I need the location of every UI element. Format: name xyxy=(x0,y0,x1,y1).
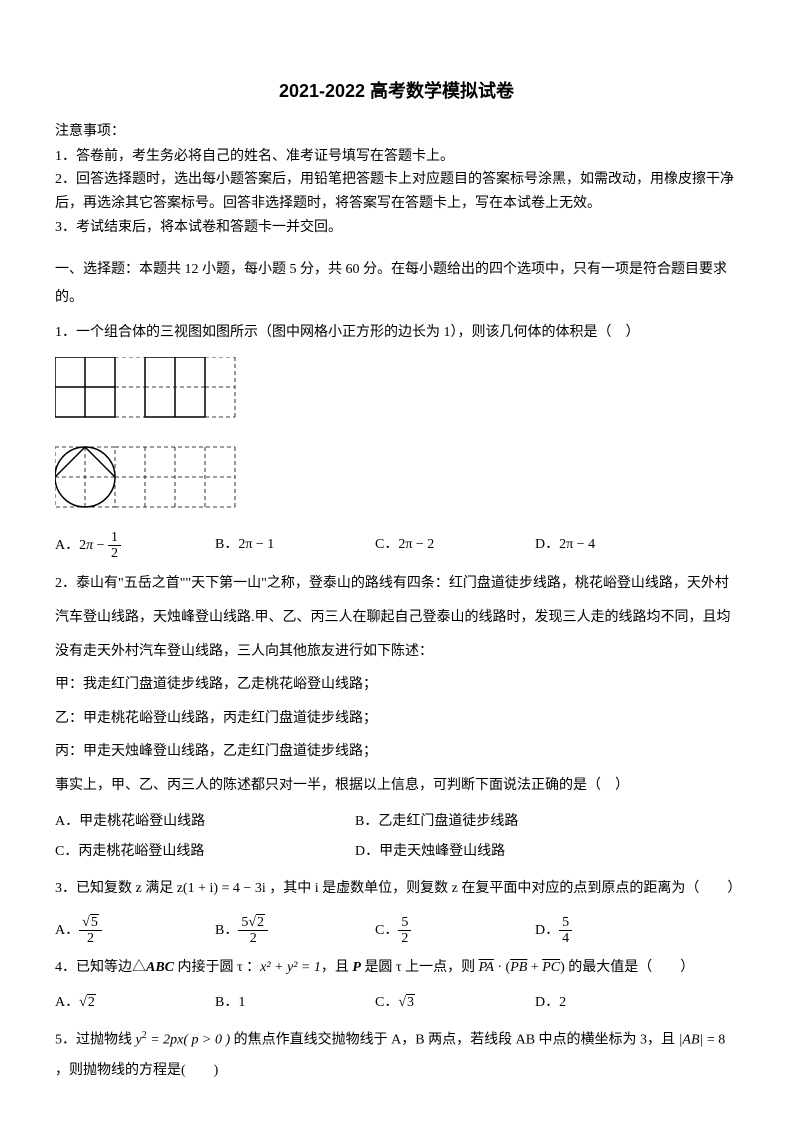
q4-dot: · ( xyxy=(494,960,510,975)
q2-line-jia: 甲：我走红门盘道徒步线路，乙走桃花峪登山线路； xyxy=(55,668,738,702)
question-3: 3．已知复数 z 满足 z(1 + i) = 4 − 3i ，其中 i 是虚数单… xyxy=(55,874,738,947)
q2-options: A．甲走桃花峪登山线路 B．乙走红门盘道徒步线路 C．丙走桃花峪登山线路 D．甲… xyxy=(55,807,738,869)
section-1-heading: 一、选择题：本题共 12 小题，每小题 5 分，共 60 分。在每小题给出的四个… xyxy=(55,256,738,312)
q3-option-b: B．522 xyxy=(215,915,375,947)
q4-vec-pc: PC xyxy=(542,960,560,975)
q2-line-yi: 乙：甲走桃花峪登山线路，丙走红门盘道徒步线路； xyxy=(55,702,738,736)
q4-mid2: ，且 xyxy=(321,960,353,975)
q1-option-a: A．2π − 12 xyxy=(55,530,215,562)
q1-optA-label: A． xyxy=(55,538,79,553)
q2-option-c: C．丙走桃花峪登山线路 xyxy=(55,837,355,868)
q4-eq: x² + y² = 1 xyxy=(260,960,321,975)
q3-optC-label: C． xyxy=(375,923,398,938)
q2-line-bing: 丙：甲走天烛峰登山线路，乙走红门盘道徒步线路； xyxy=(55,735,738,769)
q4-option-c: C． 3 xyxy=(375,988,535,1019)
q4-option-b: B．1 xyxy=(215,988,375,1019)
q2-stem2: 事实上，甲、乙、丙三人的陈述都只对一半，根据以上信息，可判断下面说法正确的是（ … xyxy=(55,769,738,803)
q4-mid1: 内接于圆 τ ： xyxy=(174,960,260,975)
page-title: 2021-2022 高考数学模拟试卷 xyxy=(55,75,738,107)
question-2: 2．泰山有"五岳之首""天下第一山"之称，登泰山的路线有四条：红门盘道徒步线路，… xyxy=(55,567,738,868)
q1-options: A．2π − 12 B．2π − 1 C．2π − 2 D．2π − 4 xyxy=(55,530,738,562)
notice-line-1: 1．答卷前，考生务必将自己的姓名、准考证号填写在答题卡上。 xyxy=(55,145,738,169)
q4-optA-label: A． xyxy=(55,995,79,1010)
q3-optB-sqrt: 2 xyxy=(256,914,265,930)
q5-mid: 的焦点作直线交抛物线于 A，B 两点，若线段 AB 中点的横坐标为 3，且 xyxy=(230,1032,678,1047)
q3-option-a: A． 52 xyxy=(55,915,215,947)
q3-optC-num: 5 xyxy=(398,915,411,931)
q1-option-b: B．2π − 1 xyxy=(215,530,375,562)
q1-option-d: D．2π − 4 xyxy=(535,530,695,562)
q3-optA-den: 2 xyxy=(79,931,102,946)
q3-optC-den: 2 xyxy=(398,931,411,946)
q4-stem-pre: 4．已知等边△ xyxy=(55,960,146,975)
q4-optC-label: C． xyxy=(375,995,398,1010)
q3-optB-den: 2 xyxy=(238,931,268,946)
q4-optA-sqrt: 2 xyxy=(87,994,96,1010)
q1-option-c: C．2π − 2 xyxy=(375,530,535,562)
q1-optA-den: 2 xyxy=(108,546,121,561)
q4-mid3: 是圆 τ 上一点，则 xyxy=(361,960,479,975)
q3-optB-label: B． xyxy=(215,923,238,938)
notice-line-2: 2．回答选择题时，选出每小题答案后，用铅笔把答题卡上对应题目的答案标号涂黑，如需… xyxy=(55,168,738,216)
question-1: 1．一个组合体的三视图如图所示（图中网格小正方形的边长为 1），则该几何体的体积… xyxy=(55,318,738,562)
q1-optA-num: 1 xyxy=(108,530,121,546)
q3-stem: 3．已知复数 z 满足 z(1 + i) = 4 − 3i ，其中 i 是虚数单… xyxy=(55,874,738,905)
question-4: 4．已知等边△ABC 内接于圆 τ ：x² + y² = 1，且 P 是圆 τ … xyxy=(55,953,738,1019)
q3-option-c: C．52 xyxy=(375,915,535,947)
q3-optA-sqrt: 5 xyxy=(90,914,99,930)
q5-eq-rest: = 2px( p > 0 ) xyxy=(147,1032,230,1047)
q4-options: A． 2 B．1 C． 3 D．2 xyxy=(55,988,738,1019)
q3-options: A．52 B．522 C．52 D．54 xyxy=(55,915,738,947)
three-view-diagram xyxy=(55,357,265,522)
q3-optB-coef: 5 xyxy=(241,915,248,930)
q4-option-a: A． 2 xyxy=(55,988,215,1019)
q2-stem1: 2．泰山有"五岳之首""天下第一山"之称，登泰山的路线有四条：红门盘道徒步线路，… xyxy=(55,567,738,668)
q4-p: P xyxy=(352,960,361,975)
q2-option-d: D．甲走天烛峰登山线路 xyxy=(355,837,655,868)
q4-optC-sqrt: 3 xyxy=(406,994,415,1010)
q3-option-d: D．54 xyxy=(535,915,695,947)
q4-end: ) 的最大值是（ ） xyxy=(560,960,694,975)
q2-option-b: B．乙走红门盘道徒步线路 xyxy=(355,807,655,838)
q2-option-a: A．甲走桃花峪登山线路 xyxy=(55,807,355,838)
q4-option-d: D．2 xyxy=(535,988,695,1019)
q3-optD-den: 4 xyxy=(559,931,572,946)
q4-abc: ABC xyxy=(146,960,174,975)
notice-heading: 注意事项： xyxy=(55,119,738,144)
q3-optA-label: A． xyxy=(55,923,79,938)
q4-stem: 4．已知等边△ABC 内接于圆 τ ：x² + y² = 1，且 P 是圆 τ … xyxy=(55,953,738,984)
q5-ab: |AB| xyxy=(679,1032,704,1047)
q3-optD-num: 5 xyxy=(559,915,572,931)
q4-vec-pb: PB xyxy=(510,960,527,975)
q5-stem: 5．过抛物线 y2 = 2px( p > 0 ) 的焦点作直线交抛物线于 A，B… xyxy=(55,1025,738,1087)
q3-optD-label: D． xyxy=(535,923,559,938)
q4-vec-pa: PA xyxy=(479,960,494,975)
q5-pre: 5．过抛物线 xyxy=(55,1032,136,1047)
notice-line-3: 3．考试结束后，将本试卷和答题卡一并交回。 xyxy=(55,216,738,240)
q1-diagram xyxy=(55,357,738,522)
question-5: 5．过抛物线 y2 = 2px( p > 0 ) 的焦点作直线交抛物线于 A，B… xyxy=(55,1025,738,1087)
q1-stem: 1．一个组合体的三视图如图所示（图中网格小正方形的边长为 1），则该几何体的体积… xyxy=(55,318,738,349)
q4-plus: + xyxy=(527,960,542,975)
